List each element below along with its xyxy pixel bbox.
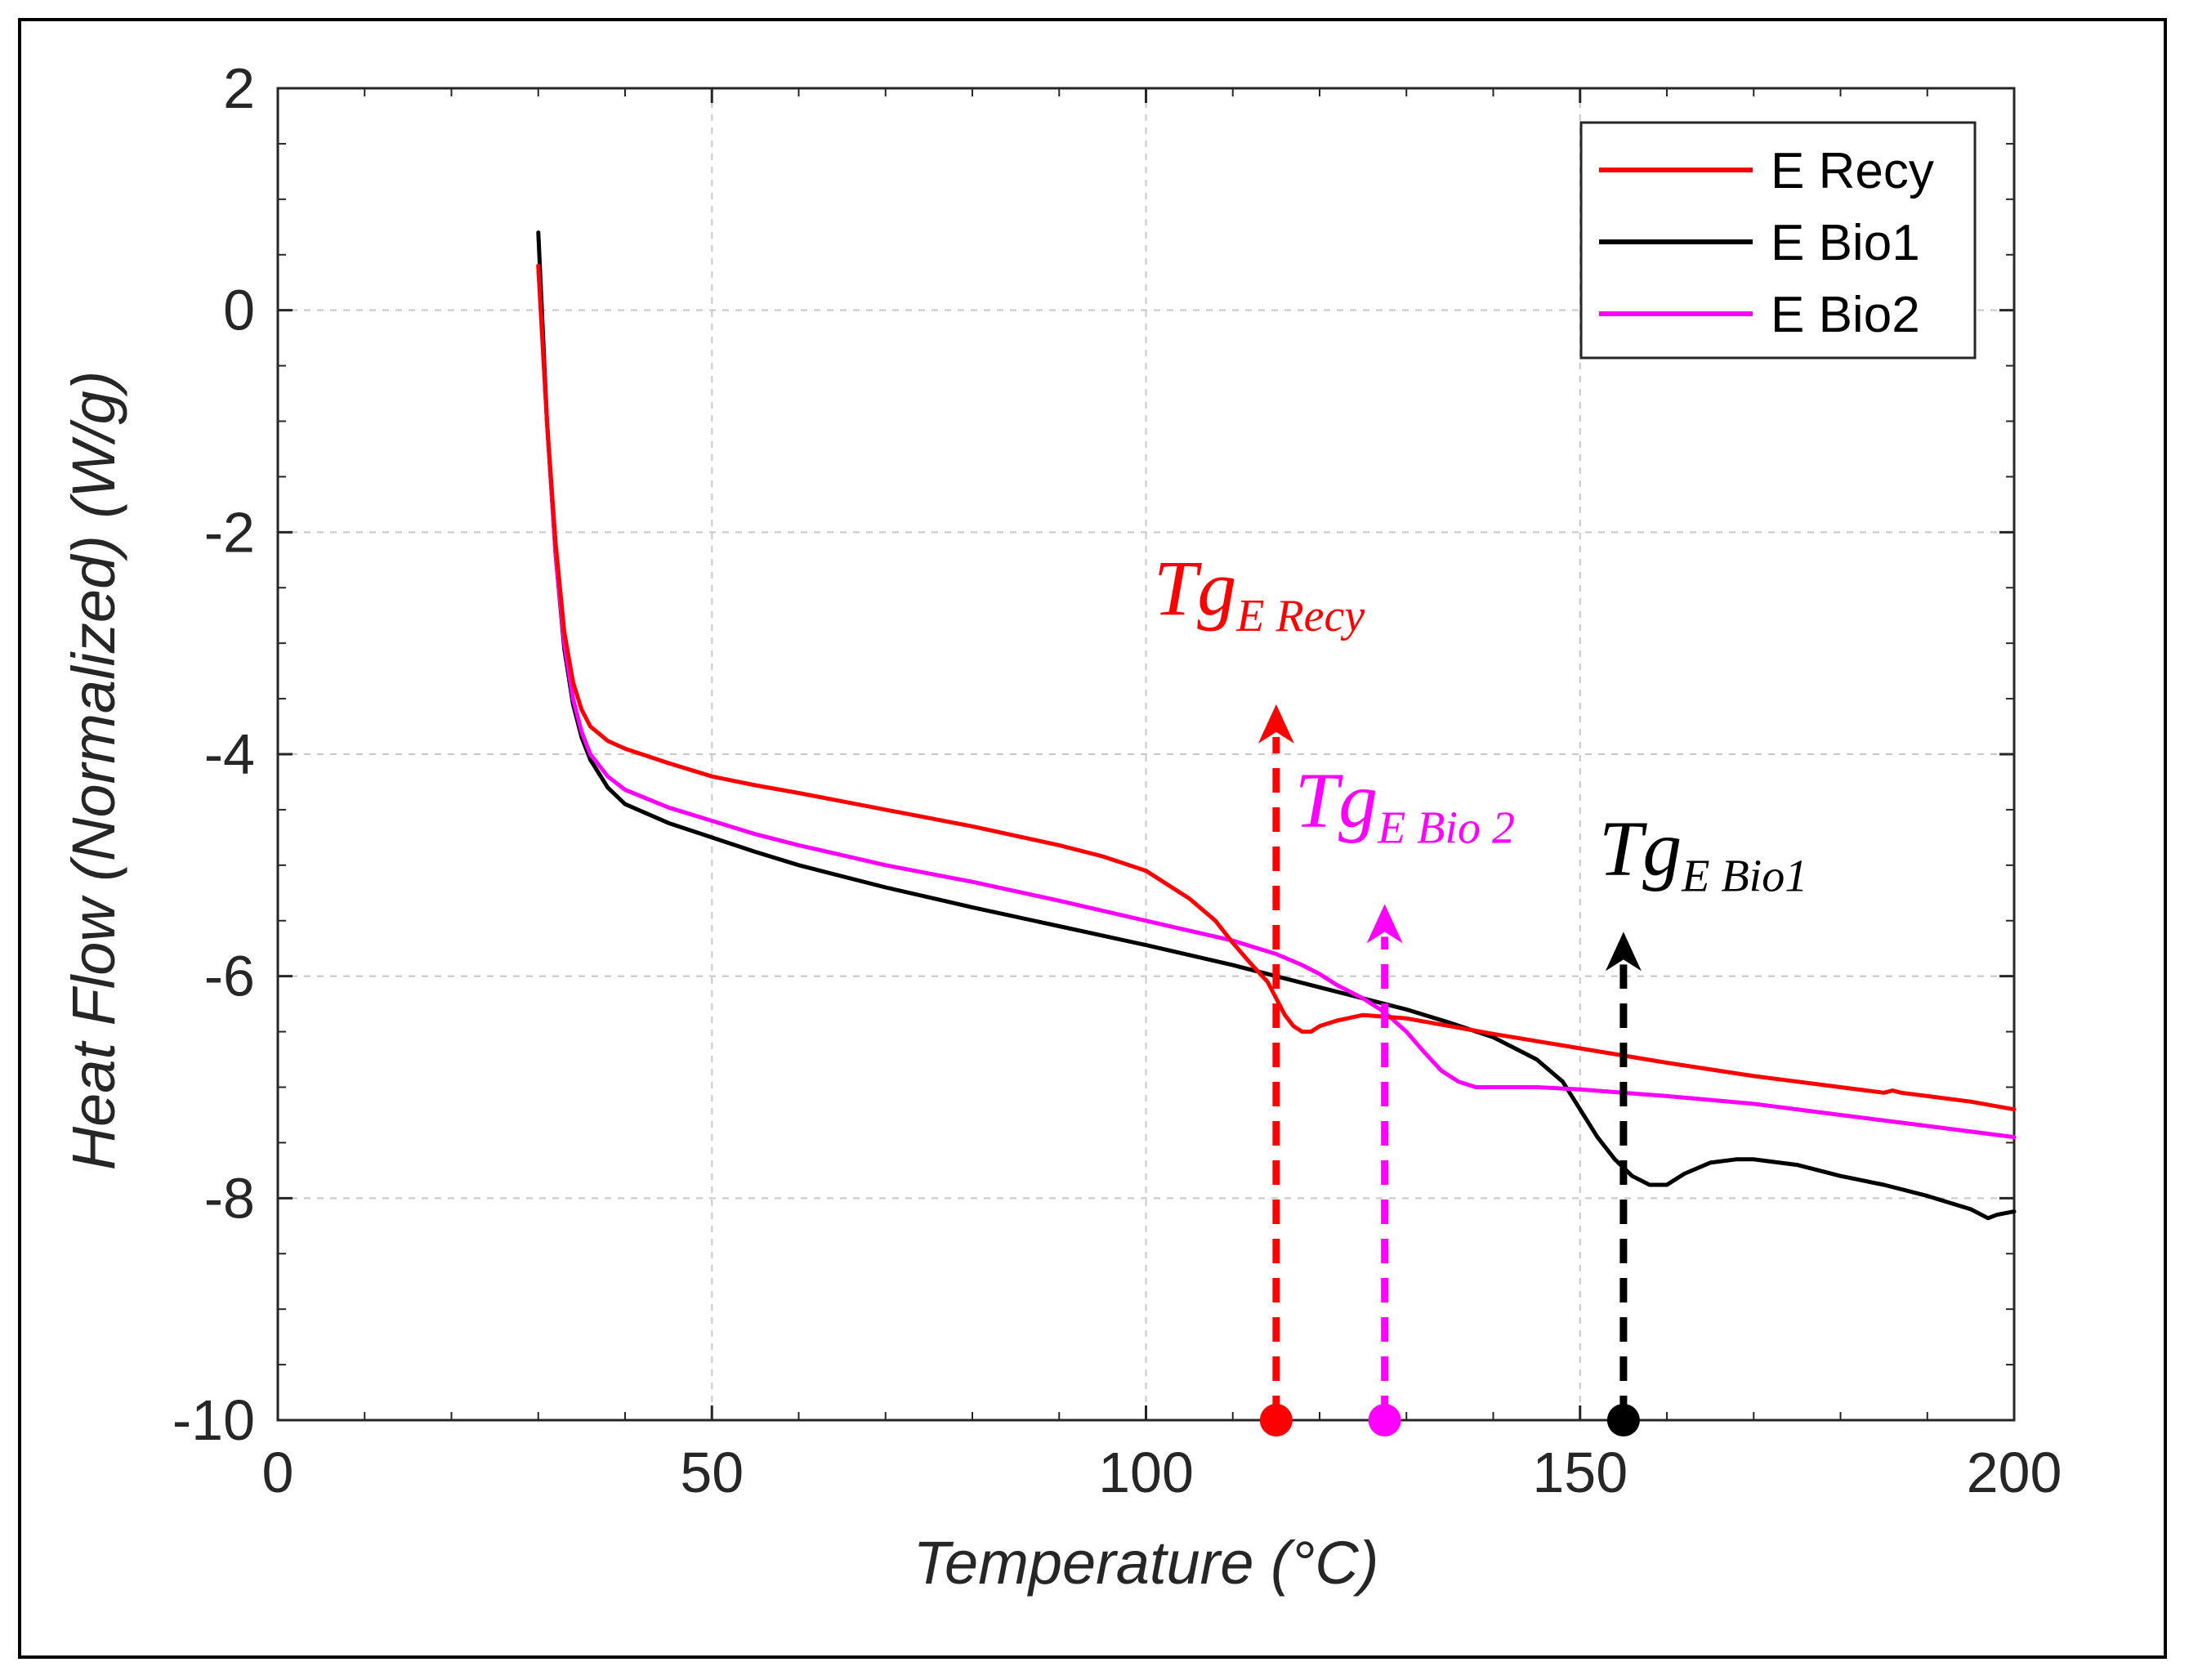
x-tick-label: 50 bbox=[680, 1441, 744, 1504]
x-tick-label: 200 bbox=[1967, 1441, 2062, 1504]
tg-marker-e-bio1 bbox=[1606, 1404, 1640, 1436]
tg-marker-e-bio-2 bbox=[1368, 1404, 1401, 1436]
legend-label: E Bio1 bbox=[1771, 215, 1920, 271]
tg-marker-e-recy bbox=[1259, 1404, 1293, 1436]
series-line-e-bio2 bbox=[536, 263, 2017, 1140]
x-tick-label: 0 bbox=[262, 1441, 294, 1504]
series-line-e-bio1 bbox=[536, 230, 2017, 1221]
tg-label-e-bio-2: TgE Bio 2 bbox=[1295, 756, 1515, 853]
axis-ticks: 0 50 100 150 200 -10 -8 -6 -4 -2 0 2 bbox=[172, 56, 2062, 1504]
tg-label-e-recy: TgE Recy bbox=[1154, 544, 1365, 641]
x-axis-label: Temperature (°C) bbox=[914, 1529, 1379, 1597]
x-tick-label: 100 bbox=[1098, 1441, 1194, 1504]
y-tick-label: 0 bbox=[223, 279, 255, 342]
legend-label: E Recy bbox=[1771, 143, 1934, 199]
grid bbox=[278, 88, 2014, 1420]
x-tick-label: 150 bbox=[1532, 1441, 1628, 1504]
legend: E Recy E Bio1 E Bio2 bbox=[1579, 121, 1977, 360]
series-line-e-recy bbox=[536, 263, 2017, 1112]
tg-arrowhead-e-bio1 bbox=[1605, 932, 1642, 972]
series-lines bbox=[536, 230, 2017, 1221]
y-tick-label: -10 bbox=[172, 1388, 255, 1452]
y-tick-label: -4 bbox=[204, 722, 255, 786]
y-axis-label: Heat Flow (Normalized) (W/g) bbox=[60, 371, 127, 1171]
tg-arrowhead-e-bio-2 bbox=[1366, 904, 1403, 944]
tg-label-e-bio1: TgE Bio1 bbox=[1599, 804, 1807, 901]
y-tick-label: 2 bbox=[223, 56, 255, 120]
tg-annotations: TgE Recy TgE Bio 2 TgE Bio1 bbox=[1154, 544, 1807, 1436]
legend-label: E Bio2 bbox=[1771, 287, 1920, 343]
y-tick-label: -6 bbox=[204, 945, 255, 1008]
y-tick-label: -8 bbox=[204, 1166, 255, 1230]
y-tick-label: -2 bbox=[204, 500, 255, 564]
tg-arrowhead-e-recy bbox=[1258, 704, 1294, 744]
